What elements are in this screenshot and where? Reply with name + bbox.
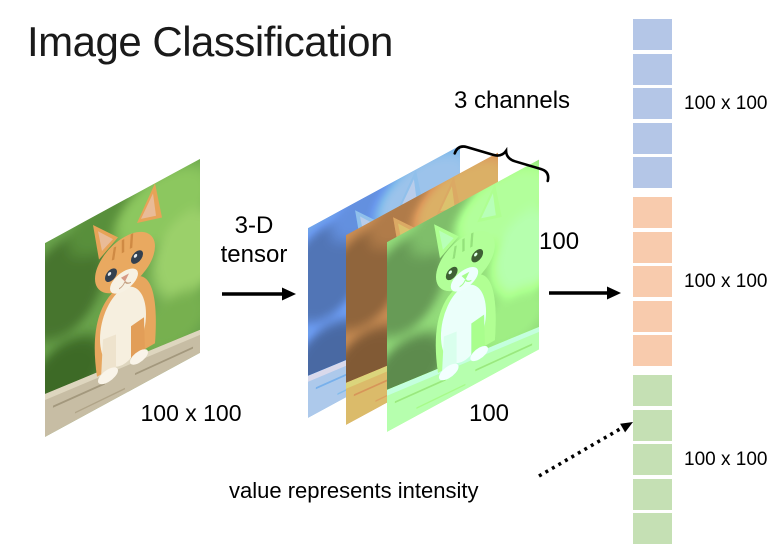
- blue-vector-cell: [633, 88, 672, 119]
- tensor-width-label: 100: [468, 400, 510, 427]
- tensor-arrow-label: 3-D tensor: [220, 212, 288, 268]
- vector-dim-label-blue: 100 x 100: [684, 92, 768, 114]
- orange-vector-cell: [633, 300, 672, 332]
- intensity-pointer-dotted-arrow-icon: [538, 422, 633, 478]
- page-title: Image Classification: [27, 18, 393, 65]
- green-vector-cell: [633, 444, 672, 475]
- blue-vector-cell: [633, 53, 672, 85]
- vector-dim-label-green: 100 x 100: [684, 448, 768, 470]
- blue-vector-cell: [633, 19, 672, 50]
- green-vector-cell: [633, 478, 672, 510]
- tensor-height-label: 100: [539, 228, 580, 255]
- orange-vector-cell: [633, 231, 672, 263]
- orange-vector-cell: [633, 266, 672, 297]
- green-vector-cell: [633, 375, 672, 406]
- blue-vector-cell: [633, 157, 672, 188]
- input-cat-image: [45, 159, 200, 437]
- orange-vector-cell: [633, 335, 672, 366]
- green-vector-cell: [633, 409, 672, 441]
- pixel-vector-column: [633, 0, 672, 551]
- blue-vector-cell: [633, 122, 672, 154]
- channels-count-label: 3 channels: [453, 87, 571, 114]
- input-image-size-label: 100 x 100: [140, 400, 242, 426]
- vector-flow-arrow-icon: [549, 286, 621, 300]
- vector-dim-label-orange: 100 x 100: [684, 270, 768, 292]
- cat-photo-art: [45, 159, 200, 437]
- tensor-flow-arrow-icon: [222, 287, 296, 301]
- orange-vector-cell: [633, 197, 672, 228]
- green-vector-cell: [633, 513, 672, 544]
- intensity-note-label: value represents intensity: [229, 478, 479, 503]
